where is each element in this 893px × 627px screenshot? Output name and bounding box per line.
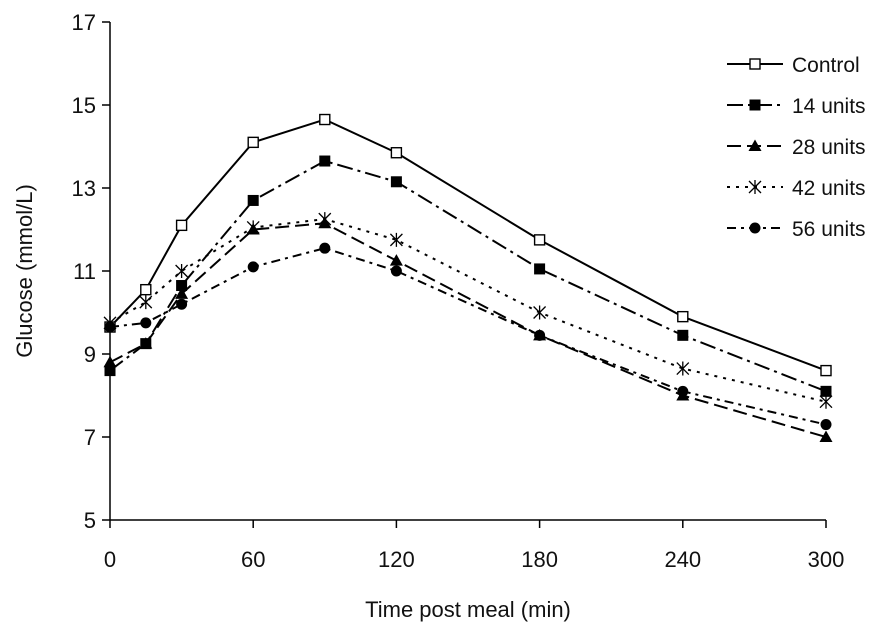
series-line-42-units (109, 218, 827, 403)
data-point-control (175, 219, 188, 232)
data-point-14-units (247, 194, 259, 206)
data-point-14-units (319, 155, 331, 167)
data-point-28-units (139, 337, 153, 349)
x-tick-label: 60 (241, 547, 265, 572)
series-layer (103, 113, 833, 442)
legend-item-28-units: 28 units (727, 136, 866, 159)
data-point-control (247, 136, 259, 149)
data-point-42-units (533, 305, 547, 320)
legend-label-control: Control (792, 54, 860, 77)
data-point-56-units (140, 317, 152, 329)
x-tick-label: 300 (808, 547, 845, 572)
legend-label-14-units: 14 units (792, 95, 866, 118)
x-tick-label: 240 (664, 547, 701, 572)
data-point-56-units (176, 298, 188, 310)
y-tick-label: 17 (72, 10, 96, 35)
data-point-control (140, 283, 152, 296)
data-point-42-units (318, 212, 332, 227)
data-point-control (390, 147, 403, 159)
data-point-14-units (677, 329, 689, 341)
data-point-28-units (819, 430, 833, 442)
data-point-14-units (390, 176, 402, 188)
y-tick-label: 9 (84, 342, 96, 367)
data-point-control (677, 310, 689, 323)
y-tick-label: 15 (72, 93, 96, 118)
data-point-56-units (319, 242, 331, 254)
legend-label-28-units: 28 units (792, 136, 866, 159)
legend-label-42-units: 42 units (792, 177, 866, 200)
legend-marker-28-units (748, 139, 762, 151)
data-point-42-units (389, 232, 403, 247)
x-tick-label: 0 (104, 547, 116, 572)
axes: 5 7 9 11 13 15 17 0 60 120 180 240 300 (72, 10, 845, 572)
legend-item-56-units: 56 units (727, 218, 866, 241)
legend-item-42-units: 42 units (727, 177, 866, 200)
series-line-control (109, 118, 827, 372)
data-point-28-units (103, 355, 117, 368)
series-line-14-units (109, 159, 827, 393)
data-point-42-units (246, 220, 260, 235)
data-point-control (319, 113, 331, 126)
legend-item-control: Control (727, 54, 860, 77)
data-point-42-units (175, 264, 189, 278)
series-56-units (104, 242, 832, 431)
legend-marker-14-units (749, 99, 761, 111)
legend-label-56-units: 56 units (792, 218, 866, 241)
data-point-control (820, 364, 832, 377)
y-tick-label: 7 (84, 425, 96, 450)
data-point-14-units (534, 263, 546, 275)
series-42-units (103, 212, 833, 409)
data-point-56-units (820, 419, 832, 431)
data-point-28-units (389, 254, 403, 266)
series-control (104, 113, 832, 377)
data-point-56-units (534, 329, 546, 341)
y-tick-label: 5 (84, 508, 96, 533)
data-point-42-units (676, 361, 690, 376)
data-point-28-units (175, 287, 189, 299)
series-14-units (104, 155, 832, 397)
series-line-56-units (109, 247, 827, 426)
x-tick-label: 120 (378, 547, 415, 572)
legend-marker-control (749, 58, 761, 70)
y-axis-title: Glucose (mmol/L) (12, 184, 37, 358)
data-point-56-units (247, 261, 259, 273)
x-tick-label: 180 (521, 547, 558, 572)
data-point-56-units (104, 321, 116, 333)
y-tick-label: 11 (73, 259, 96, 284)
legend: Control 14 units 28 units 42 units 56 units (727, 54, 866, 241)
x-axis-title: Time post meal (min) (365, 597, 571, 622)
legend-item-14-units: 14 units (727, 95, 866, 118)
legend-marker-56-units (749, 222, 761, 234)
legend-marker-42-units (748, 180, 762, 194)
data-point-56-units (390, 265, 402, 277)
data-point-42-units (819, 394, 833, 409)
series-28-units (103, 216, 833, 442)
data-point-42-units (139, 295, 153, 310)
y-tick-label: 13 (72, 176, 96, 201)
data-point-control (533, 234, 546, 246)
data-point-56-units (677, 385, 689, 397)
